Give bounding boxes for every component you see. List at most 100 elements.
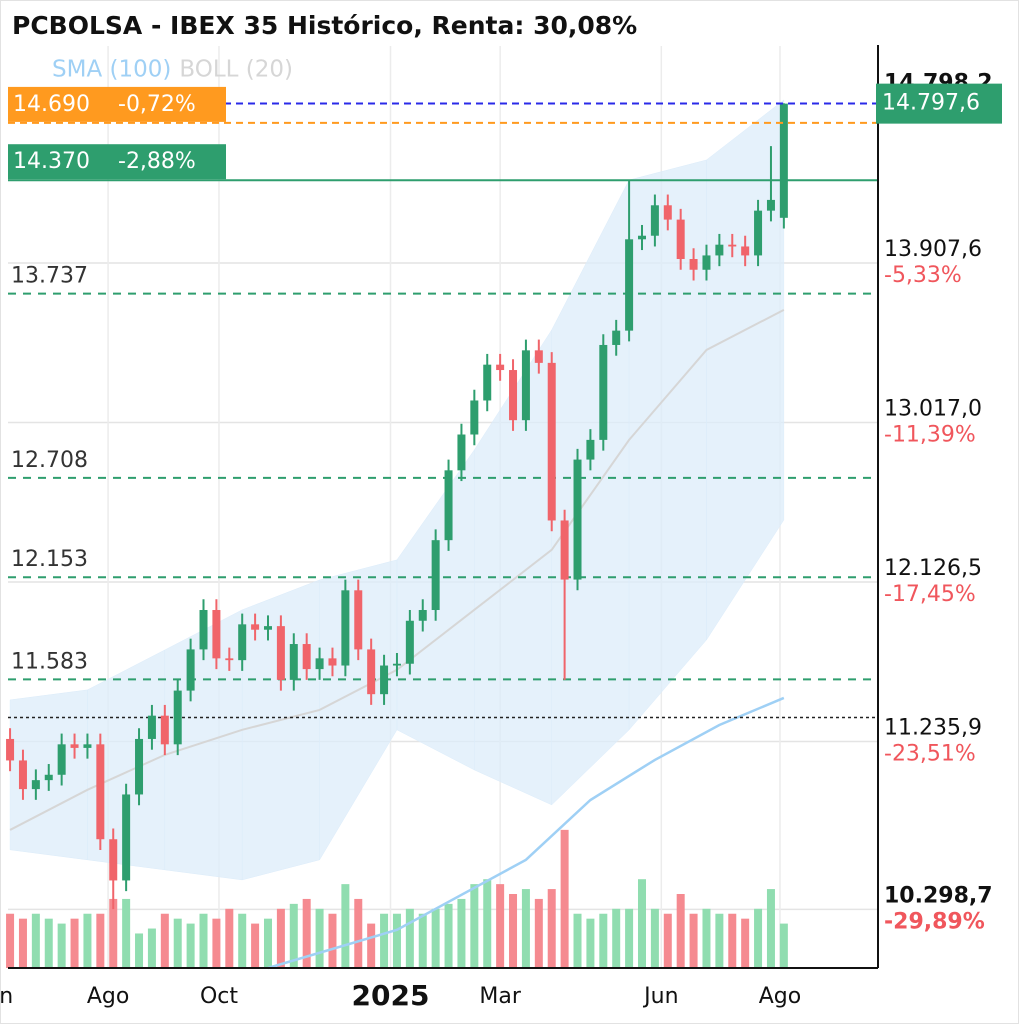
- candle-body: [57, 744, 66, 775]
- volume-bar: [186, 923, 195, 968]
- price-box-value: 14.370: [13, 149, 90, 174]
- volume-bar: [702, 908, 711, 968]
- candle-body: [457, 434, 466, 471]
- y-tick-label: 13.907,6: [884, 237, 982, 262]
- volume-bar: [380, 913, 389, 968]
- volume-bar: [483, 879, 492, 968]
- level-label: 12.708: [11, 448, 88, 473]
- candle-body: [547, 362, 556, 521]
- candle-body: [766, 199, 775, 211]
- x-tick-label: Oct: [200, 984, 238, 1009]
- volume-bar: [289, 903, 298, 968]
- volume-bar: [496, 884, 505, 968]
- candle-body: [109, 839, 118, 881]
- x-tick-label: n: [0, 984, 13, 1009]
- candle-body: [637, 235, 646, 240]
- volume-bar: [212, 918, 221, 968]
- volume-bar: [251, 923, 260, 968]
- price-box-value: 14.690: [13, 92, 90, 117]
- x-tick-label: Ago: [759, 984, 801, 1009]
- volume-bar: [431, 908, 440, 968]
- volume-bar: [122, 898, 131, 968]
- volume-bar: [728, 913, 737, 968]
- legend-entry: BOLL (20): [179, 57, 293, 83]
- volume-bar: [444, 903, 453, 968]
- volume-bar: [689, 913, 698, 968]
- volume-bar: [225, 908, 234, 968]
- candle-body: [754, 210, 763, 256]
- candle-body: [70, 744, 79, 748]
- candle-body: [18, 760, 27, 790]
- candle-body: [689, 259, 698, 270]
- candle-body: [612, 330, 621, 345]
- candle-body: [238, 624, 247, 661]
- volume-bar: [637, 879, 646, 968]
- candle-body: [586, 439, 595, 460]
- candle-body: [160, 715, 169, 745]
- volume-bar: [31, 913, 40, 968]
- candle-body: [302, 644, 311, 670]
- bollinger-band: [628, 159, 707, 731]
- volume-bar: [586, 918, 595, 968]
- candle-body: [496, 364, 505, 371]
- volume-bar: [599, 913, 608, 968]
- candle-body: [354, 590, 363, 650]
- candle-body: [315, 658, 324, 670]
- bollinger-band: [706, 99, 785, 641]
- candle-body: [328, 658, 337, 666]
- title-bar: [8, 6, 878, 46]
- y-tick-change: -23,51%: [884, 741, 976, 766]
- chart-title: PCBOLSA - IBEX 35 Histórico, Renta: 30,0…: [12, 11, 637, 40]
- volume-bar: [547, 889, 556, 968]
- level-label: 13.737: [11, 264, 88, 289]
- level-label: 11.583: [11, 649, 88, 674]
- candle-body: [380, 665, 389, 695]
- volume-bar: [612, 908, 621, 968]
- volume-bar: [573, 913, 582, 968]
- candle-body: [44, 774, 53, 781]
- candle-body: [367, 649, 376, 695]
- level-label: 12.153: [11, 547, 88, 572]
- candle-body: [573, 459, 582, 580]
- candle-body: [560, 520, 569, 580]
- volume-bar: [663, 913, 672, 968]
- candle-body: [470, 400, 479, 435]
- y-tick-label: 10.298,7: [884, 883, 993, 908]
- candle-body: [702, 255, 711, 270]
- volume-bar: [160, 913, 169, 968]
- candle-body: [650, 205, 659, 236]
- candle-body: [418, 610, 427, 621]
- volume-bar: [405, 908, 414, 968]
- volume-bar: [6, 913, 15, 968]
- volume-bar: [367, 923, 376, 968]
- candle-body: [83, 744, 92, 748]
- candle-body: [147, 715, 156, 739]
- candle-body: [31, 780, 40, 790]
- volume-bar: [534, 898, 543, 968]
- volume-bar: [521, 889, 530, 968]
- candle-body: [431, 540, 440, 611]
- candle-body: [625, 239, 634, 331]
- volume-bar: [741, 918, 750, 968]
- y-tick-change: -17,45%: [884, 582, 976, 607]
- volume-bar: [83, 913, 92, 968]
- volume-bar: [766, 889, 775, 968]
- x-tick-label: Jun: [642, 984, 678, 1009]
- volume-bar: [18, 918, 27, 968]
- volume-bar: [199, 913, 208, 968]
- legend-entry: SMA (100): [52, 57, 171, 83]
- candle-body: [251, 624, 260, 630]
- candle-body: [225, 658, 234, 661]
- volume-bar: [625, 908, 634, 968]
- candle-body: [715, 244, 724, 256]
- last-price-label: 14.797,6: [882, 91, 980, 116]
- volume-bar: [341, 884, 350, 968]
- candle-body: [341, 590, 350, 666]
- candle-body: [122, 794, 131, 881]
- candle-body: [212, 610, 221, 659]
- volume-bar: [263, 918, 272, 968]
- x-tick-label: 2025: [352, 979, 430, 1012]
- candle-body: [96, 744, 105, 840]
- candle-body: [741, 246, 750, 256]
